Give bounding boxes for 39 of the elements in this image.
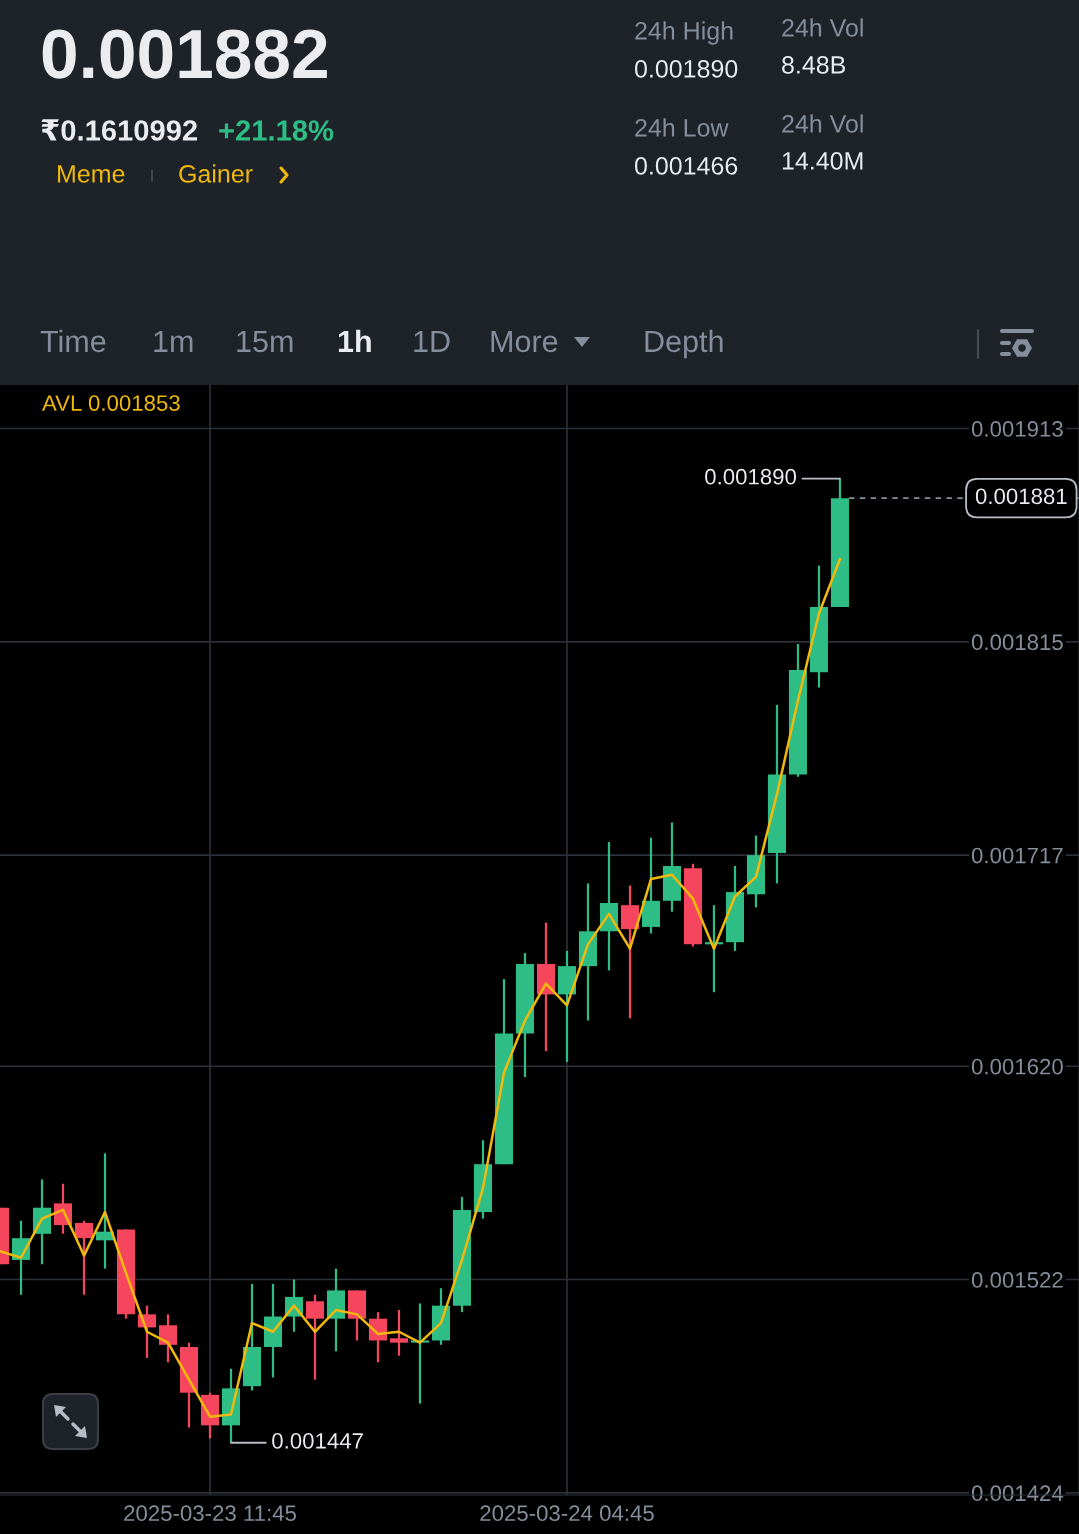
text: 24h Vol (782, 18, 863, 37)
line-series (0, 557, 842, 1418)
x-tick-label: 2025-03-23 11:45 (124, 1505, 296, 1522)
text: 24h High (635, 21, 733, 45)
y-tick-label: 0.001913 (971, 421, 1063, 437)
text: 24h Vol (782, 114, 863, 133)
text: +21.18% (219, 120, 334, 141)
text: 0.001466 (634, 157, 738, 175)
candlestick (389, 1308, 409, 1357)
text: Gainer (179, 164, 253, 183)
text: 1m (154, 330, 193, 352)
text: Meme (58, 165, 125, 183)
text: Depth (645, 329, 723, 359)
text: AVL (42, 395, 82, 411)
text: More (491, 330, 558, 353)
text: 14.40M (782, 152, 863, 170)
y-tick-label: 0.001717 (971, 847, 1063, 864)
candlestick (74, 1219, 94, 1296)
text: 24h Low (635, 118, 729, 137)
x-tick-label: 2025-03-24 04:45 (480, 1505, 654, 1522)
annotation: 0.001853 (88, 395, 180, 411)
y-tick-label: 0.001815 (971, 634, 1063, 651)
candlestick (620, 884, 639, 1020)
text: 8.48B (782, 56, 846, 74)
candlestick (158, 1313, 178, 1364)
ref-line-label: 0.001881 (975, 488, 1067, 505)
chart-title: 0.001882 (42, 29, 327, 79)
y-tick-label: 0.001424 (971, 1485, 1064, 1502)
text: ₹0.1610992 (41, 119, 197, 141)
text: Time (40, 329, 106, 353)
text: 0.001890 (634, 60, 738, 78)
annotation: 0.001890 (705, 468, 797, 485)
candlestick (305, 1293, 325, 1381)
text: 1D (414, 330, 450, 352)
text: 1h (338, 329, 371, 352)
text: 15m (237, 330, 293, 353)
y-tick-label: 0.001620 (971, 1058, 1063, 1075)
annotation: 0.001447 (272, 1432, 363, 1449)
y-tick-label: 0.001522 (971, 1272, 1063, 1288)
